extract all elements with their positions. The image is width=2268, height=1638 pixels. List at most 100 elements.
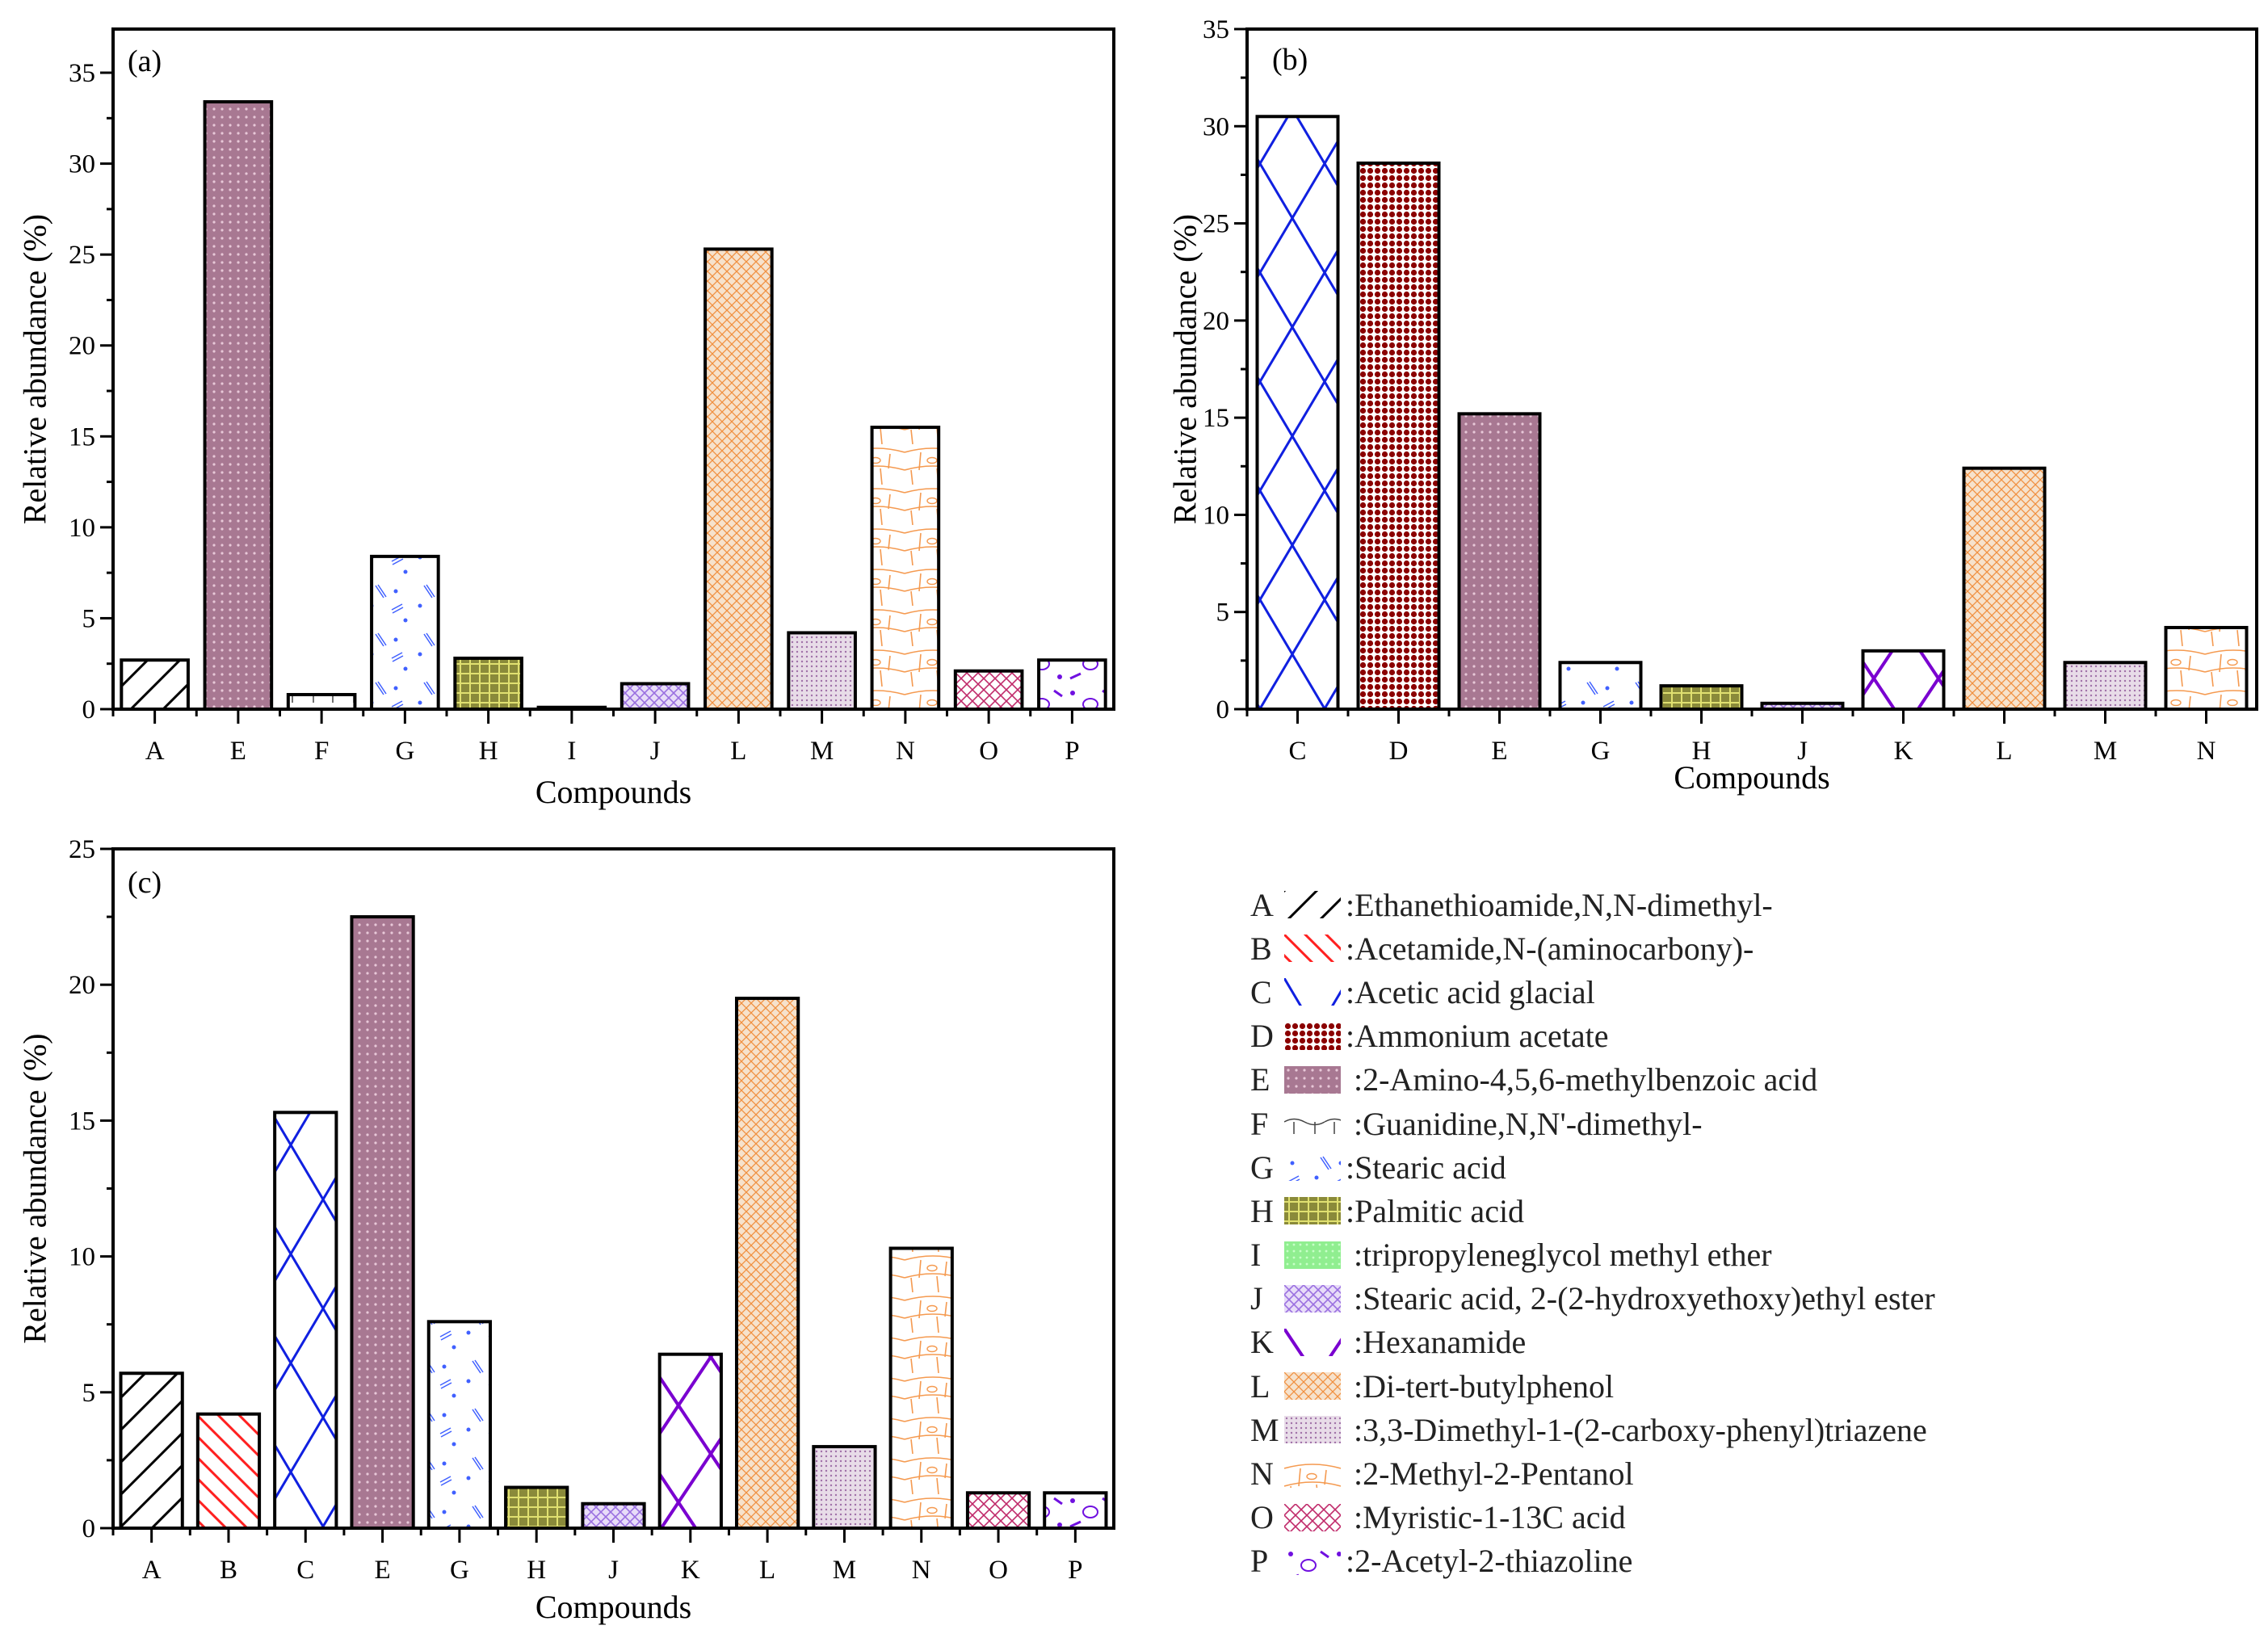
- legend-label: :Hexanamide: [1346, 1324, 1527, 1361]
- y-tick-label: 0: [82, 1514, 96, 1544]
- x-tick-label: J: [608, 1556, 619, 1585]
- bar-N: [870, 426, 941, 711]
- legend-swatch: [1284, 1241, 1341, 1269]
- bar-C: [1255, 115, 1340, 711]
- x-tick-label: J: [1797, 737, 1808, 766]
- bar-D: [1356, 161, 1441, 712]
- x-tick-label: I: [567, 737, 576, 766]
- legend-label: :Myristic-1-13C acid: [1346, 1499, 1626, 1536]
- y-tick-label: 20: [69, 971, 95, 1000]
- legend-swatch: [1284, 934, 1341, 963]
- legend-label: :Acetic acid glacial: [1346, 973, 1595, 1010]
- legend-key: F: [1250, 1105, 1269, 1142]
- legend-swatch: [1284, 1022, 1341, 1050]
- legend-label: :tripropyleneglycol methyl ether: [1346, 1237, 1772, 1274]
- bar-J: [581, 1502, 646, 1530]
- bar-E: [350, 915, 415, 1530]
- y-tick-label: 10: [1203, 501, 1229, 530]
- x-tick-label: B: [220, 1556, 237, 1585]
- x-tick-label: D: [1389, 737, 1409, 766]
- legend-key: I: [1250, 1237, 1262, 1274]
- y-tick-label: 15: [69, 422, 95, 452]
- legend-key: O: [1250, 1499, 1274, 1536]
- legend-item-B: B :Acetamide,N-(aminocarbony)-: [1250, 926, 1935, 970]
- legend-label: :Stearic acid, 2-(2-hydroxyethoxy)ethyl …: [1346, 1280, 1935, 1317]
- legend-key: D: [1250, 1018, 1274, 1055]
- x-tick-label: H: [479, 737, 498, 766]
- x-tick-label: L: [1996, 737, 2012, 766]
- x-tick-label: P: [1068, 1556, 1082, 1585]
- bar-N: [2164, 625, 2249, 712]
- y-axis-title: Relative abundance (%): [17, 1033, 53, 1343]
- legend-key: B: [1250, 930, 1272, 967]
- bar-G: [426, 1320, 493, 1531]
- legend-label: :Palmitic acid: [1346, 1192, 1525, 1229]
- x-tick-label: G: [395, 737, 414, 766]
- y-tick-label: 25: [69, 835, 95, 864]
- bar-E: [203, 100, 274, 712]
- legend-key: H: [1250, 1192, 1274, 1229]
- legend-label: :Guanidine,N,N'-dimethyl-: [1346, 1105, 1703, 1142]
- bar-N: [888, 1246, 954, 1531]
- x-axis-title: Compounds: [1674, 759, 1829, 796]
- legend-swatch: [1284, 1547, 1341, 1575]
- legend-label: :2-Acetyl-2-thiazoline: [1346, 1543, 1633, 1580]
- legend-item-G: G :Stearic acid: [1250, 1145, 1935, 1189]
- legend-key: J: [1250, 1280, 1263, 1317]
- y-tick-label: 10: [69, 514, 95, 543]
- bar-L: [734, 997, 800, 1530]
- x-tick-label: E: [374, 1556, 390, 1585]
- bar-F: [286, 692, 357, 712]
- x-tick-label: C: [1288, 737, 1306, 766]
- bar-O: [953, 669, 1024, 711]
- y-tick-label: 10: [69, 1243, 95, 1272]
- legend-label: :3,3-Dimethyl-1-(2-carboxy-phenyl)triaze…: [1346, 1411, 1927, 1448]
- x-tick-label: C: [296, 1556, 314, 1585]
- legend-item-D: D:Ammonium acetate: [1250, 1014, 1935, 1058]
- legend-item-P: P:2-Acetyl-2-thiazoline: [1250, 1539, 1935, 1583]
- x-tick-label: M: [833, 1556, 856, 1585]
- legend-key: G: [1250, 1149, 1274, 1186]
- x-tick-label: N: [2197, 737, 2216, 766]
- legend-label: :Acetamide,N-(aminocarbony)-: [1346, 930, 1754, 967]
- y-tick-label: 0: [82, 695, 96, 724]
- x-tick-label: K: [1894, 737, 1913, 766]
- legend-label: :Stearic acid: [1346, 1149, 1506, 1186]
- x-tick-label: P: [1065, 737, 1079, 766]
- x-tick-label: N: [912, 1556, 931, 1585]
- legend-swatch: [1284, 1460, 1341, 1488]
- panel-label: (c): [128, 866, 162, 900]
- y-tick-label: 0: [1216, 695, 1230, 724]
- legend-item-H: H :Palmitic acid: [1250, 1189, 1935, 1233]
- bar-P: [1043, 1491, 1108, 1530]
- x-tick-label: M: [810, 737, 834, 766]
- y-tick-label: 15: [1203, 404, 1229, 433]
- bar-L: [704, 247, 774, 712]
- chart-panel-c: A B C E G H J K L M N O P 0 5 10 15 20 25 (c) Compounds Relat…: [17, 835, 1115, 1625]
- legend-key: C: [1250, 973, 1272, 1010]
- legend-item-O: O :Myristic-1-13C acid: [1250, 1496, 1935, 1539]
- legend-swatch: [1284, 1110, 1341, 1138]
- legend-swatch: [1284, 1065, 1341, 1094]
- x-tick-label: K: [681, 1556, 700, 1585]
- x-tick-label: M: [2094, 737, 2117, 766]
- x-tick-label: H: [1692, 737, 1712, 766]
- legend-item-J: J :Stearic acid, 2-(2-hydroxyethoxy)ethy…: [1250, 1277, 1935, 1321]
- x-axis-title: Compounds: [536, 1589, 691, 1625]
- x-tick-label: J: [650, 737, 661, 766]
- y-tick-label: 15: [69, 1107, 95, 1136]
- bar-A: [119, 1371, 184, 1530]
- x-tick-label: O: [989, 1556, 1008, 1585]
- y-tick-label: 35: [69, 59, 95, 88]
- chart-panel-b: C D E G H J K L M N 0 5 10 15 20 25 30 35 (b) Compounds Rela…: [1167, 15, 2258, 796]
- plot-frame: [111, 847, 1115, 1530]
- legend-key: A: [1250, 886, 1274, 923]
- x-tick-label: A: [142, 1556, 162, 1585]
- legend-item-C: C :Acetic acid glacial: [1250, 970, 1935, 1014]
- legend-swatch: [1284, 891, 1341, 919]
- legend-label: :2-Methyl-2-Pentanol: [1346, 1455, 1634, 1493]
- x-tick-label: N: [896, 737, 915, 766]
- x-tick-label: E: [1491, 737, 1507, 766]
- legend-key: M: [1250, 1411, 1279, 1448]
